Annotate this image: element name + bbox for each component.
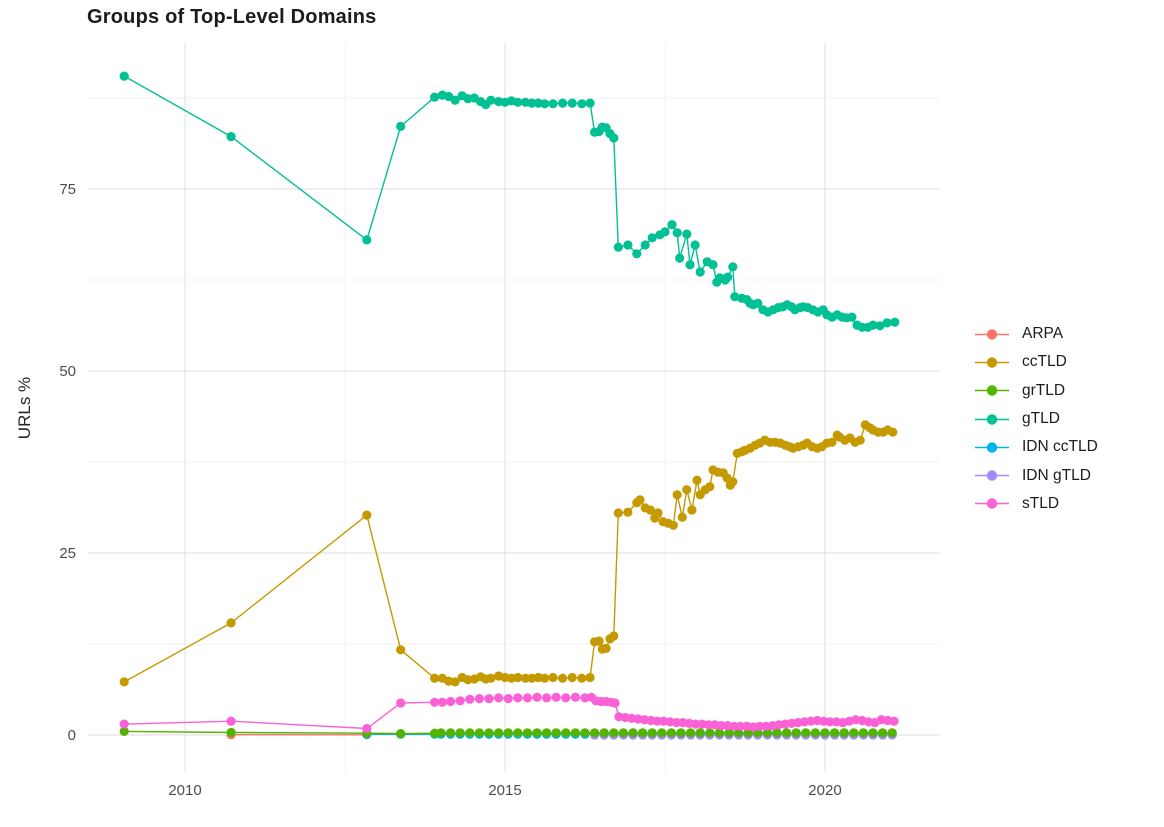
- legend-key-icon: [975, 413, 1009, 425]
- y-tick-label: 50: [59, 363, 76, 380]
- axis-tick-labels: 0 25 50 75 2010 2015 2020: [59, 181, 841, 799]
- series-arpa: [226, 730, 372, 740]
- legend-label: ccTLD: [1022, 353, 1067, 371]
- series-stld: [119, 692, 899, 734]
- legend-key-icon: [975, 470, 1009, 481]
- legend-label: grTLD: [1022, 381, 1066, 399]
- legend-label: IDN gTLD: [1022, 466, 1091, 484]
- gridlines-major: [88, 43, 940, 772]
- legend-label: sTLD: [1022, 494, 1060, 512]
- legend-item-cctld: ccTLD: [974, 348, 1098, 376]
- legend-key-icon: [975, 442, 1009, 453]
- series-grtld: [119, 726, 897, 739]
- x-tick-label: 2020: [808, 782, 841, 799]
- legend-label: ARPA: [1022, 325, 1064, 343]
- y-tick-label: 25: [59, 545, 76, 562]
- legend-label: IDN ccTLD: [1022, 438, 1098, 456]
- legend-key-icon: [975, 385, 1009, 396]
- series-cctld: [119, 420, 898, 687]
- legend-key-icon: [975, 328, 1009, 340]
- legend-item-idn-cctld: IDN ccTLD: [974, 433, 1098, 461]
- y-tick-label: 0: [68, 727, 76, 744]
- legend-item-stld: sTLD: [974, 490, 1098, 518]
- legend-item-grtld: grTLD: [974, 377, 1098, 405]
- legend-item-idn-gtld: IDN gTLD: [974, 461, 1098, 489]
- legend-item-gtld: gTLD: [974, 405, 1098, 433]
- series-gtld: [119, 71, 900, 332]
- legend-key-icon: [975, 357, 1009, 368]
- chart-title: Groups of Top-Level Domains: [87, 6, 377, 28]
- legend-label: gTLD: [1022, 410, 1060, 428]
- legend: ARPA ccTLD grTLD gTLD IDN ccTLD IDN gTLD sTLD: [974, 320, 1098, 518]
- gridlines-minor: [88, 43, 940, 772]
- y-tick-label: 75: [59, 181, 76, 198]
- x-tick-label: 2010: [168, 782, 201, 799]
- x-tick-label: 2015: [488, 782, 521, 799]
- y-axis-title: URLs %: [15, 376, 34, 440]
- legend-key-icon: [975, 498, 1009, 510]
- legend-item-arpa: ARPA: [974, 320, 1098, 348]
